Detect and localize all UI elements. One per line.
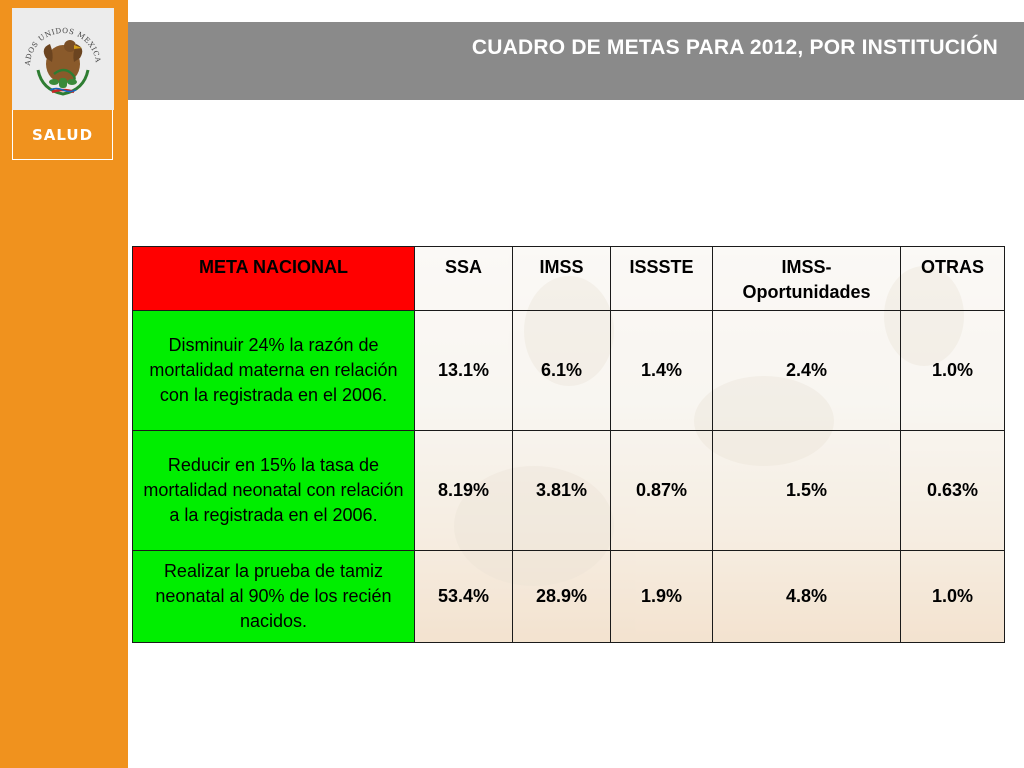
meta-cell: Realizar la prueba de tamiz neonatal al … (132, 550, 415, 643)
value-cell: 1.0% (900, 310, 1005, 431)
value-cell: 13.1% (414, 310, 513, 431)
page-title: CUADRO DE METAS PARA 2012, POR INSTITUCI… (471, 36, 998, 59)
column-header-issste: ISSSTE (610, 246, 713, 311)
value-cell: 28.9% (512, 550, 611, 643)
salud-label: SALUD (12, 110, 113, 160)
value-cell: 8.19% (414, 430, 513, 551)
value-cell: 1.4% (610, 310, 713, 431)
value-cell: 1.5% (712, 430, 901, 551)
column-header-meta: META NACIONAL (132, 246, 415, 311)
table-header-row: META NACIONAL SSA IMSS ISSSTE IMSS-Oport… (132, 246, 1005, 311)
value-cell: 2.4% (712, 310, 901, 431)
value-cell: 1.0% (900, 550, 1005, 643)
table-row: Disminuir 24% la razón de mortalidad mat… (132, 310, 1005, 431)
table-row: Realizar la prueba de tamiz neonatal al … (132, 550, 1005, 643)
value-cell: 0.63% (900, 430, 1005, 551)
value-cell: 53.4% (414, 550, 513, 643)
value-cell: 3.81% (512, 430, 611, 551)
sidebar: ESTADOS UNIDOS MEXICANOS SALUD (0, 0, 128, 768)
meta-cell: Reducir en 15% la tasa de mortalidad neo… (132, 430, 415, 551)
table-row: Reducir en 15% la tasa de mortalidad neo… (132, 430, 1005, 551)
column-header-imss-oportunidades: IMSS-Oportunidades (712, 246, 901, 311)
value-cell: 6.1% (512, 310, 611, 431)
value-cell: 1.9% (610, 550, 713, 643)
column-header-ssa: SSA (414, 246, 513, 311)
column-header-otras: OTRAS (900, 246, 1005, 311)
column-header-imss: IMSS (512, 246, 611, 311)
value-cell: 4.8% (712, 550, 901, 643)
goals-table: META NACIONAL SSA IMSS ISSSTE IMSS-Oport… (132, 246, 1005, 643)
value-cell: 0.87% (610, 430, 713, 551)
emblem-box: ESTADOS UNIDOS MEXICANOS (12, 8, 114, 110)
meta-cell: Disminuir 24% la razón de mortalidad mat… (132, 310, 415, 431)
mexican-coat-of-arms-icon: ESTADOS UNIDOS MEXICANOS (12, 8, 102, 96)
header-bar (128, 22, 1024, 100)
